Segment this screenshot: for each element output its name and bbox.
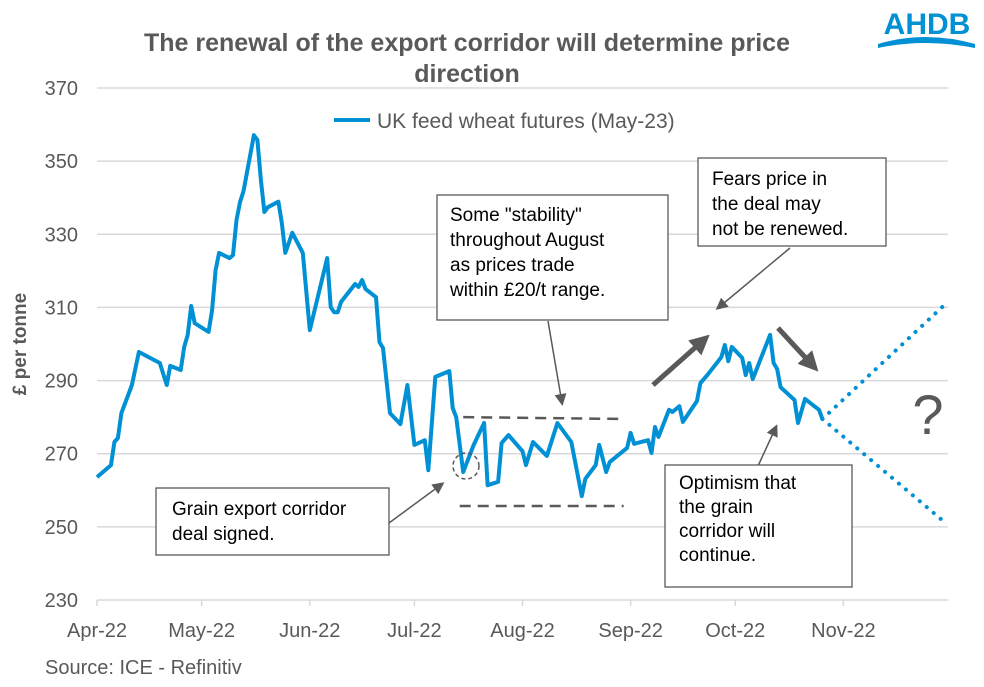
- y-axis-ticks: 230 250 270 290 310 330 350 370: [45, 78, 78, 612]
- deal-signed-marker-circle: [452, 452, 480, 480]
- x-tick-label: May-22: [168, 620, 235, 642]
- y-tick-label: 290: [45, 371, 78, 393]
- y-tick-label: 310: [45, 297, 78, 319]
- series-line-uk-feed-wheat: [95, 133, 825, 499]
- range-lines: [459, 415, 624, 508]
- x-tick-label: Jul-22: [387, 620, 441, 642]
- ahdb-logo: AHDB: [878, 8, 975, 48]
- arrow-stability: [547, 320, 567, 406]
- y-tick-label: 270: [45, 444, 78, 466]
- question-mark: ?: [912, 383, 943, 446]
- legend: UK feed wheat futures (May-23): [334, 110, 675, 133]
- x-tick-label: Sep-22: [598, 620, 663, 642]
- y-tick-label: 230: [45, 590, 78, 612]
- arrow-signed: [388, 482, 445, 524]
- y-axis-label: £ per tonne: [10, 293, 31, 395]
- range-line: [463, 415, 624, 421]
- annotation-optimism: Optimism that the grain corridor will conti…: [664, 464, 853, 588]
- chart-title-line-2: direction: [414, 60, 520, 88]
- scenario-line: [820, 416, 947, 525]
- scenario-lines: [820, 302, 947, 525]
- y-tick-label: 370: [45, 78, 78, 100]
- arrow-optimism: [757, 424, 778, 467]
- svg-text:AHDB: AHDB: [884, 8, 971, 41]
- y-tick-label: 250: [45, 517, 78, 539]
- x-tick-label: Aug-22: [490, 620, 555, 642]
- legend-label: UK feed wheat futures (May-23): [377, 110, 675, 133]
- x-tick-label: Oct-22: [705, 620, 765, 642]
- y-tick-label: 350: [45, 151, 78, 173]
- y-tick-label: 330: [45, 224, 78, 246]
- arrow-fall: [776, 326, 819, 372]
- source-note: Source: ICE - Refinitiv: [45, 657, 242, 679]
- scenario-line: [820, 302, 947, 421]
- arrow-fears: [715, 247, 791, 310]
- arrow-rise: [651, 334, 710, 387]
- arrows: [388, 247, 819, 524]
- annotation-stability: Some "stability" throughout August as pric…: [436, 194, 669, 321]
- annotation-fears: Fears price in the deal may not be renewed…: [697, 157, 887, 247]
- x-tick-label: Nov-22: [811, 620, 875, 642]
- x-axis-ticks: Apr-22 May-22 Jun-22 Jul-22 Aug-22 Sep-22 Oct-…: [67, 600, 876, 642]
- annotation-signed: Grain export corridor deal signed.: [155, 487, 390, 556]
- chart-title-line-1: The renewal of the export corridor will …: [144, 29, 790, 57]
- x-tick-label: Jun-22: [279, 620, 340, 642]
- x-tick-label: Apr-22: [67, 620, 127, 642]
- svg-text:Some "stability"throughout Aug: Some "stability" throughout August as pric…: [449, 205, 605, 301]
